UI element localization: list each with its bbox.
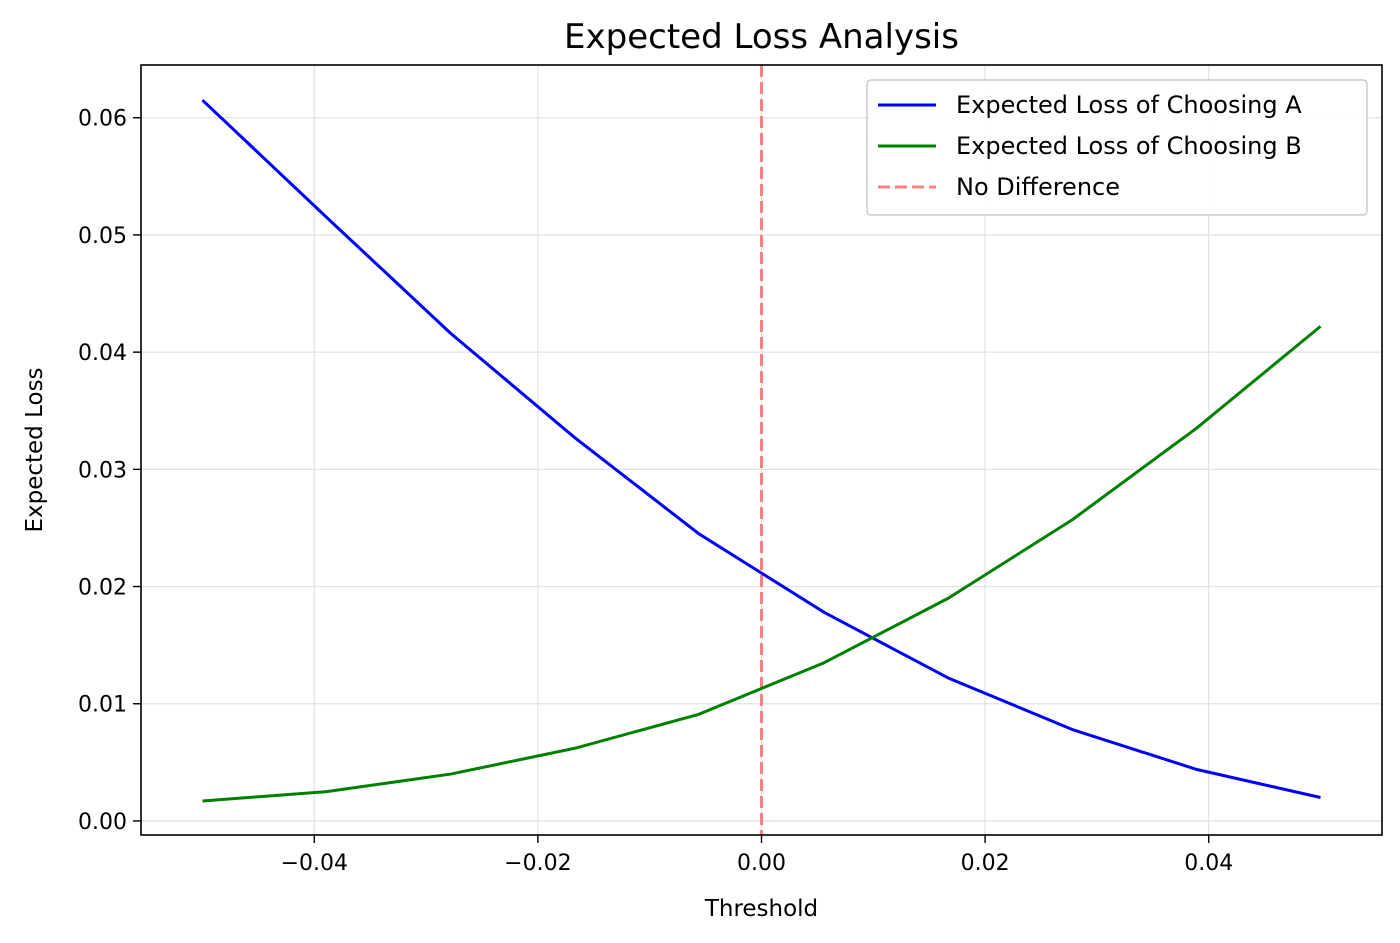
x-tick-label: 0.02 bbox=[961, 851, 1010, 876]
x-axis-label: Threshold bbox=[704, 896, 818, 922]
legend-label: Expected Loss of Choosing B bbox=[956, 132, 1302, 160]
legend-box bbox=[866, 79, 1368, 216]
y-tick-label: 0.03 bbox=[78, 458, 127, 483]
series-line-choosing-a bbox=[201, 99, 1321, 799]
legend: Expected Loss of Choosing A Expected Loss… bbox=[866, 79, 1368, 216]
x-tick-label: −0.02 bbox=[504, 851, 571, 876]
ticks: −0.04 −0.02 0.00 0.02 0.04 0.00 0.01 0.02 0.03 0.… bbox=[78, 107, 1233, 876]
y-tick-label: 0.06 bbox=[78, 107, 127, 132]
x-tick-label: 0.04 bbox=[1184, 851, 1233, 876]
y-tick-label: 0.04 bbox=[78, 341, 127, 366]
y-tick-label: 0.00 bbox=[78, 810, 127, 835]
legend-label: Expected Loss of Choosing A bbox=[956, 91, 1302, 119]
y-axis-label: Expected Loss bbox=[22, 367, 48, 532]
chart-title: Expected Loss Analysis bbox=[564, 17, 959, 57]
legend-label: No Difference bbox=[956, 173, 1120, 201]
y-tick-label: 0.02 bbox=[78, 576, 127, 601]
x-tick-label: 0.00 bbox=[737, 851, 786, 876]
y-tick-label: 0.05 bbox=[78, 224, 127, 249]
y-tick-label: 0.01 bbox=[78, 693, 127, 718]
series-line-choosing-b bbox=[202, 325, 1322, 803]
x-tick-label: −0.04 bbox=[281, 851, 348, 876]
series-lines bbox=[201, 99, 1322, 803]
